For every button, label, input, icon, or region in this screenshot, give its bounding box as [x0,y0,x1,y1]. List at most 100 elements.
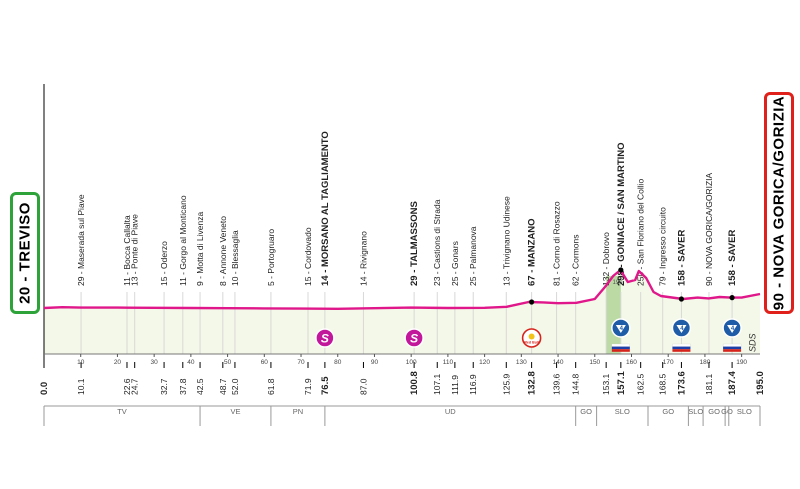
x-tick-label: 20 [114,359,122,366]
region-label: TV [117,407,127,416]
flag-stripe-blue [611,346,630,350]
sprint-icon [404,328,424,348]
km-mark-label: 298 - GONIACE / SAN MARTINO [616,142,627,286]
x-tick-label: 170 [663,359,674,366]
sprint-point-dot [529,299,535,305]
km-value-label: 32.7 [159,378,169,395]
km-value-label: 100.8 [409,371,420,395]
km-mark-label: 23 - Castions di Strada [432,199,442,286]
km-value-label: 195.0 [755,371,766,395]
kom-icon-label: 4 [680,326,684,332]
x-tick-label: 100 [406,359,417,366]
km-mark-label: 11 - Bocca Callalta [122,215,132,286]
km-value-label: 24.7 [130,378,140,395]
km-mark-label: 15 - Cordovado [303,227,313,286]
x-tick-label: 50 [224,359,232,366]
flag-stripe-white [611,343,630,347]
x-tick-label: 80 [334,359,342,366]
km-value-label: 61.8 [266,378,276,395]
km-mark-label: 25 - Gonars [450,241,460,286]
region-label: SLO [688,407,703,416]
kom-icon-shape [615,325,626,333]
km-mark-label: 13 - Trivignano Udinese [501,196,511,286]
x-tick-label: 190 [736,359,747,366]
x-tick-label: 90 [371,359,379,366]
kom-summit-dot [678,296,685,302]
km-value-label: 132.8 [527,371,538,395]
region-label: GO [708,407,720,416]
km-mark-label: 11 - Gorgo al Monticano [178,195,188,286]
km-value-label: 153.1 [601,373,611,395]
kom-summit-dot [618,267,624,273]
km-value-label: 71.9 [303,378,313,395]
km-mark-label: 25 - Palmanova [468,226,478,286]
km-mark-label: 81 - Corno di Rosazzo [552,201,562,286]
km-value-label: 187.4 [727,371,738,395]
km-value-label: 144.8 [571,373,581,395]
km-value-label: 181.1 [704,373,714,395]
km-value-label: 125.9 [501,373,511,395]
km-mark-label: 10 - Blessaglia [230,230,240,286]
x-tick-label: 30 [151,359,159,366]
km-mark-label: 8 - Annone Veneto [218,216,228,286]
km-mark-label: 67 - MANZANO [527,218,538,286]
x-tick-label: 130 [516,359,527,366]
region-label: PN [293,407,303,416]
region-label: GO [580,407,592,416]
km-mark-label: 158 - SAVER [676,230,687,286]
x-tick-label: 160 [626,359,637,366]
km-value-label: 162.5 [636,373,646,395]
sprint-icon [315,328,335,348]
km-mark-label: 13 - Ponte di Piave [130,214,140,286]
km-mark-label: 250 - San Floriano del Collio [636,178,646,286]
x-tick-label: 40 [187,359,195,366]
finish-town-label: 90 - NOVA GORICA/GORIZIA [770,95,788,311]
flag-stripe-white [722,343,742,347]
km-value-label: 111.9 [450,375,460,395]
region-label: UD [445,407,456,416]
kom-icon-shape [727,325,738,333]
feed-zone-label: Red Bull [524,341,539,345]
x-tick-label: 10 [77,359,85,366]
flag-stripe-white [672,343,691,347]
km-mark-label: 5 - Portogruaro [266,229,276,286]
km-mark-label: 15 - Oderzo [159,241,169,286]
start-town-label: 20 - TREVISO [16,202,34,304]
feed-zone-sun [528,333,535,340]
km-mark-label: 14 - Rivignano [358,231,368,286]
km-value-label: 173.6 [676,371,687,395]
km-mark-label: 90 - NOVA GORICA/GORIZIA [704,172,714,286]
km-value-label: 116.9 [468,374,478,395]
km-mark-label: 29 - Maserada sul Piave [76,194,86,286]
km-value-label: 139.6 [552,373,562,395]
kom-icon-label: 4 [620,326,624,332]
km-mark-label: 62 - Cormons [571,235,581,287]
climb-marker-bar [606,276,621,354]
sprint-icon-label: S [321,332,329,346]
x-tick-label: 150 [589,359,600,366]
flag-stripe-red [672,349,691,352]
region-label: SLO [615,407,630,416]
x-tick-label: 70 [297,359,305,366]
start-town-badge: 20 - TREVISO [10,192,40,314]
kom-icon-shape [676,325,687,333]
flag-stripe-red [723,349,742,352]
finish-town-badge: 90 - NOVA GORICA/GORIZIA [764,92,794,314]
kom-icon-label: 4 [731,326,735,332]
profile-area-fill [44,270,760,354]
sds-mark: SDS [748,333,758,352]
km-value-label: 107.1 [432,373,442,395]
km-value-label: 48.7 [218,378,228,395]
x-tick-label: 140 [553,359,564,366]
km-value-label: 0.0 [39,382,50,395]
km-mark-label: 9 - Motta di Livenza [195,212,205,286]
sprint-icon-label: S [410,332,418,346]
flag-stripe-blue [672,346,691,350]
km-mark-label: 14 - MORSANO AL TAGLIAMENTO [320,131,331,286]
km-value-label: 76.5 [320,376,331,395]
km-value-label: 168.5 [658,373,668,395]
x-tick-label: 110 [443,359,454,366]
km-value-label: 52.0 [230,378,240,395]
